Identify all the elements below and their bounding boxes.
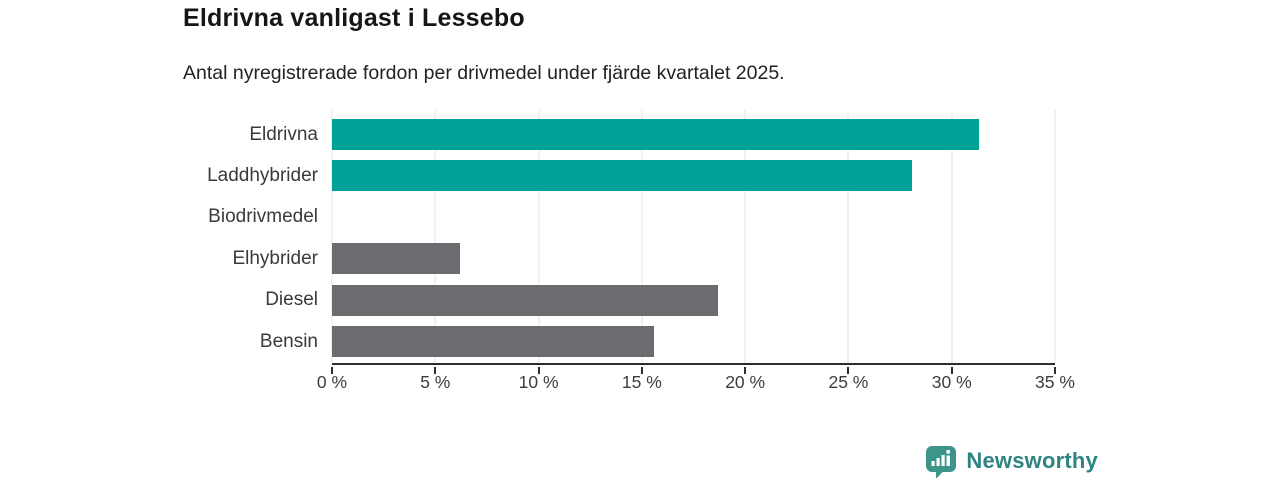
x-axis-tick [331, 367, 333, 374]
category-label: Elhybrider [232, 247, 318, 269]
x-tick-label: 30 % [931, 372, 972, 392]
x-tick-label: 10 % [518, 372, 559, 392]
x-axis-tick [537, 367, 540, 374]
chart-subtitle: Antal nyregistrerade fordon per drivmede… [183, 62, 785, 84]
x-tick-label: 0 % [316, 372, 348, 392]
gridline [641, 110, 643, 363]
newsworthy-bar-chart-icon [924, 444, 958, 478]
x-axis-tick [1054, 367, 1056, 374]
plot-area [331, 110, 1056, 365]
gridline [1054, 110, 1056, 363]
x-axis-tick [950, 367, 953, 374]
category-label: Diesel [265, 289, 318, 311]
gridline [951, 110, 953, 363]
gridline [434, 110, 436, 363]
gridline [538, 110, 540, 363]
gridline [847, 110, 849, 363]
x-tick-label: 25 % [828, 372, 869, 392]
x-axis-tick [847, 367, 850, 374]
brand-logo: Newsworthy [924, 444, 1098, 478]
category-label: Eldrivna [249, 123, 318, 145]
bar-bensin [332, 326, 655, 357]
x-axis-tick [434, 367, 437, 374]
bar-laddhybrider [332, 160, 913, 192]
category-label: Laddhybrider [207, 164, 318, 186]
bar-diesel [332, 284, 719, 316]
category-label: Biodrivmedel [208, 206, 318, 228]
category-label: Bensin [259, 330, 318, 352]
x-axis-tick [744, 367, 747, 374]
x-tick-label: 35 % [1035, 372, 1075, 392]
brand-name: Newsworthy [966, 448, 1098, 473]
x-axis-tick [640, 367, 643, 374]
bar-elhybrider [332, 243, 461, 275]
x-tick-label: 5 % [420, 372, 451, 392]
page-title: Eldrivna vanligast i Lessebo [183, 4, 525, 32]
bar-eldrivna [332, 119, 979, 150]
gridline [331, 110, 333, 363]
x-tick-label: 15 % [621, 372, 662, 392]
gridline [744, 110, 746, 363]
x-tick-label: 20 % [725, 372, 766, 392]
